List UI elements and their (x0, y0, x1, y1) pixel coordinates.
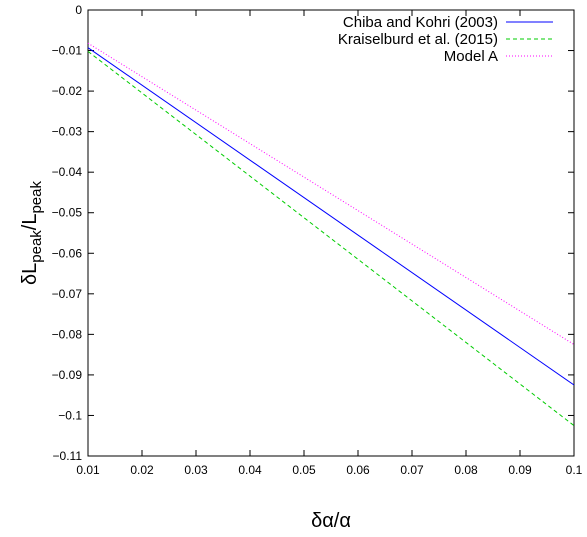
y-tick-label: −0.08 (52, 327, 83, 341)
y-axis-title: δLpeak/Lpeak (19, 180, 45, 285)
series-line (87, 51, 575, 426)
x-tick-label: 0.06 (346, 463, 370, 477)
y-tick-label: −0.09 (52, 368, 83, 382)
y-tick-label: −0.04 (52, 165, 83, 179)
y-axis-title-sub1: peak (28, 230, 45, 263)
y-tick-label: −0.06 (52, 246, 83, 260)
y-tick-label: −0.11 (53, 449, 83, 463)
legend-entry-label: Kraiselburd et al. (2015) (338, 31, 498, 48)
x-tick-label: 0.1 (566, 463, 583, 477)
x-tick-label: 0.04 (238, 463, 262, 477)
x-tick-label: 0.02 (130, 463, 154, 477)
series-line (87, 42, 575, 345)
x-tick-label: 0.08 (454, 463, 478, 477)
y-tick-label: −0.07 (52, 287, 83, 301)
y-tick-label: −0.01 (52, 44, 83, 58)
y-axis-title-slash: /L (19, 214, 41, 231)
y-tick-label: −0.02 (52, 84, 83, 98)
x-tick-label: 0.01 (76, 463, 100, 477)
legend-entry-label: Model A (444, 48, 498, 65)
axis-ticks: 0.01 0.02 0.03 0.04 0.05 0.06 0.07 0.08 0.09 0.1 0… (52, 3, 583, 477)
y-axis-title-main: δL (19, 263, 41, 285)
y-tick-label: 0 (75, 3, 82, 17)
y-tick-label: −0.03 (52, 125, 83, 139)
series-lines (87, 42, 575, 426)
legend: Chiba and Kohri (2003)Kraiselburd et al.… (338, 14, 553, 65)
x-tick-label: 0.03 (184, 463, 208, 477)
legend-entry-label: Chiba and Kohri (2003) (343, 14, 498, 31)
plot-frame (87, 9, 575, 457)
series-line (87, 47, 575, 386)
x-tick-label: 0.09 (508, 463, 532, 477)
x-axis-title: δα/α (311, 510, 351, 532)
x-tick-label: 0.07 (400, 463, 424, 477)
x-tick-label: 0.05 (292, 463, 316, 477)
y-tick-label: −0.05 (52, 206, 83, 220)
y-axis-title-sub2: peak (28, 180, 45, 213)
y-tick-label: −0.1 (58, 408, 82, 422)
